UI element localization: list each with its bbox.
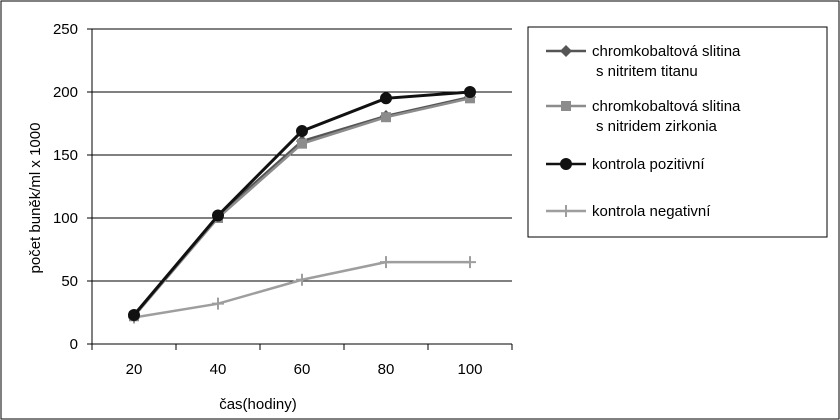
x-tick-label: 60 <box>294 361 311 378</box>
data-point <box>465 93 475 104</box>
y-tick-label: 250 <box>53 21 78 38</box>
x-tick-label: 40 <box>210 361 227 378</box>
y-ticks: 0 50 100 150 200 250 <box>53 21 92 353</box>
data-point <box>296 273 308 286</box>
data-point <box>381 112 391 123</box>
plot-area: 0 50 100 150 200 250 20 40 60 80 100 <box>53 21 513 378</box>
y-axis-title: počet buněk/ml x 1000 <box>27 123 44 274</box>
legend-item-3: kontrola pozitivní <box>546 156 705 173</box>
x-tick-label: 20 <box>126 361 143 378</box>
legend-label: kontrola negativní <box>592 203 711 220</box>
legend-swatch-marker <box>560 205 572 217</box>
legend-item-2: chromkobaltová slitina s nitridem zirkoni… <box>546 98 741 135</box>
y-tick-label: 150 <box>53 147 78 164</box>
data-point <box>296 125 308 138</box>
y-tick-label: 200 <box>53 84 78 101</box>
x-axis-title: čas(hodiny) <box>219 396 297 413</box>
legend-label: s nitridem zirkonia <box>596 118 718 135</box>
series-3 <box>128 86 476 322</box>
legend-swatch-marker <box>561 101 571 111</box>
data-point <box>464 256 476 269</box>
y-tick-label: 100 <box>53 210 78 227</box>
legend-label: chromkobaltová slitina <box>592 43 741 60</box>
x-tick-label: 80 <box>378 361 395 378</box>
x-ticks: 20 40 60 80 100 <box>91 344 513 378</box>
legend-item-1: chromkobaltová slitina s nitritem titanu <box>546 43 741 80</box>
legend-swatch-marker <box>560 45 572 57</box>
data-point <box>128 309 140 322</box>
series-4 <box>128 256 476 324</box>
data-point <box>212 297 224 310</box>
series-layer <box>128 86 476 324</box>
legend-label: s nitritem titanu <box>596 63 698 80</box>
legend-item-4: kontrola negativní <box>546 203 711 220</box>
data-point <box>297 138 307 149</box>
legend-label: chromkobaltová slitina <box>592 98 741 115</box>
legend-swatch-marker <box>560 158 572 170</box>
data-point <box>380 92 392 105</box>
data-point <box>212 209 224 222</box>
y-tick-label: 50 <box>61 273 78 290</box>
legend-label: kontrola pozitivní <box>592 156 705 173</box>
data-point <box>380 256 392 269</box>
y-tick-label: 0 <box>70 336 78 353</box>
x-tick-label: 100 <box>457 361 482 378</box>
data-point <box>464 86 476 98</box>
legend-box <box>527 26 828 238</box>
